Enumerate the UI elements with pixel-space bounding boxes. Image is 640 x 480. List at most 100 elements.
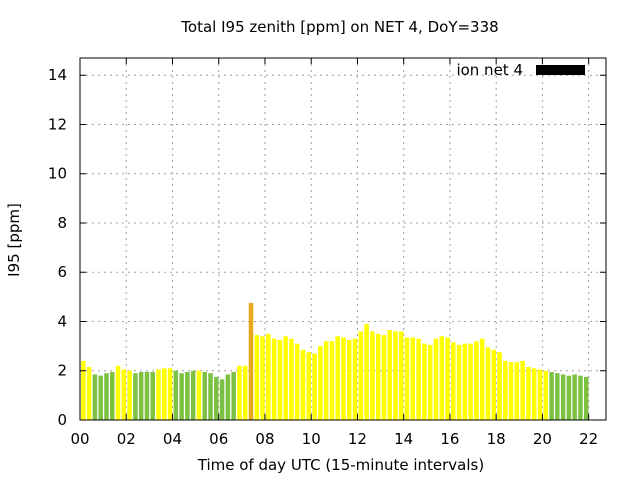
- bar: [208, 373, 213, 420]
- bar: [404, 337, 410, 420]
- x-axis-label: Time of day UTC (15-minute intervals): [197, 456, 484, 474]
- bar: [110, 371, 115, 420]
- bar: [462, 343, 468, 420]
- bar: [127, 370, 132, 420]
- bar: [167, 368, 173, 420]
- x-tick-label: 18: [487, 430, 506, 448]
- bar: [456, 344, 462, 420]
- bar: [202, 371, 207, 420]
- x-axis-ticks: 00 02 04 06 08 10 12 14 16 18 20 22: [70, 58, 598, 448]
- x-tick-label: 16: [440, 430, 459, 448]
- bar: [555, 373, 560, 420]
- bar: [196, 370, 202, 420]
- bar: [433, 338, 439, 420]
- bar: [508, 362, 514, 420]
- bar: [537, 369, 543, 420]
- bar: [364, 323, 369, 420]
- y-tick-label: 10: [48, 165, 67, 183]
- bar: [254, 335, 260, 420]
- x-tick-label: 08: [255, 430, 274, 448]
- bar: [231, 371, 236, 420]
- bar: [526, 367, 531, 420]
- bar: [294, 343, 300, 420]
- bar: [572, 374, 577, 420]
- y-tick-label: 12: [48, 115, 67, 133]
- y-tick-label: 4: [57, 312, 67, 330]
- x-tick-label: 02: [117, 430, 136, 448]
- bar: [277, 339, 283, 420]
- legend: ion net 4: [456, 61, 585, 79]
- bar: [190, 370, 196, 420]
- bar: [583, 376, 589, 420]
- bar: [381, 335, 387, 420]
- bar: [115, 365, 121, 420]
- legend-swatch: [536, 65, 585, 75]
- bar: [81, 360, 86, 420]
- bar: [173, 370, 179, 420]
- bar: [214, 376, 219, 420]
- bar: [514, 362, 520, 420]
- bar: [393, 331, 398, 420]
- bars: [81, 303, 589, 420]
- bar: [283, 336, 288, 420]
- grid-lines: [80, 58, 606, 420]
- bar: [144, 371, 150, 420]
- bar: [225, 374, 231, 420]
- x-tick-label: 04: [163, 430, 182, 448]
- x-tick-label: 20: [533, 430, 552, 448]
- bar: [242, 365, 248, 420]
- bar: [468, 343, 473, 420]
- bar: [271, 338, 277, 420]
- bar: [445, 337, 450, 420]
- plot-border: [79, 57, 607, 421]
- bar: [520, 360, 525, 420]
- bar: [566, 375, 572, 420]
- bar: [92, 374, 98, 420]
- bar: [346, 339, 352, 420]
- chart-title: Total I95 zenith [ppm] on NET 4, DoY=338: [180, 18, 498, 36]
- bar: [341, 337, 346, 420]
- bar: [399, 331, 404, 420]
- bar: [162, 368, 167, 420]
- bar: [138, 371, 144, 420]
- y-axis-ticks: 0 2 4 6 8 10 12 14: [48, 66, 606, 429]
- bar: [335, 336, 340, 420]
- bar: [318, 346, 323, 420]
- x-tick-label: 10: [302, 430, 321, 448]
- bar: [410, 337, 416, 420]
- bar: [375, 333, 381, 420]
- bar: [422, 343, 427, 420]
- x-tick-label: 06: [209, 430, 228, 448]
- bar: [237, 365, 242, 420]
- bar: [150, 371, 155, 420]
- bar: [370, 331, 375, 420]
- bar: [531, 368, 537, 420]
- bar: [300, 349, 306, 420]
- bar: [312, 353, 317, 420]
- y-axis-label: I95 [ppm]: [5, 203, 23, 277]
- bar: [121, 369, 127, 420]
- bar: [543, 370, 549, 420]
- bar: [329, 341, 335, 420]
- bar: [451, 342, 456, 420]
- bar: [266, 333, 271, 420]
- bar: [387, 330, 392, 420]
- bar: [289, 338, 294, 420]
- bar: [416, 338, 421, 420]
- bar: [104, 373, 109, 420]
- bar: [479, 338, 485, 420]
- bar: [323, 341, 329, 420]
- x-tick-label: 12: [348, 430, 367, 448]
- bar: [219, 379, 225, 420]
- bar: [358, 331, 364, 420]
- y-tick-label: 6: [57, 263, 67, 281]
- legend-label: ion net 4: [456, 61, 523, 79]
- bar: [98, 375, 103, 420]
- x-tick-label: 22: [579, 430, 598, 448]
- bar: [86, 367, 92, 420]
- bar: [306, 352, 312, 420]
- bar: [185, 371, 190, 420]
- bar: [497, 352, 502, 420]
- x-tick-label: 00: [70, 430, 89, 448]
